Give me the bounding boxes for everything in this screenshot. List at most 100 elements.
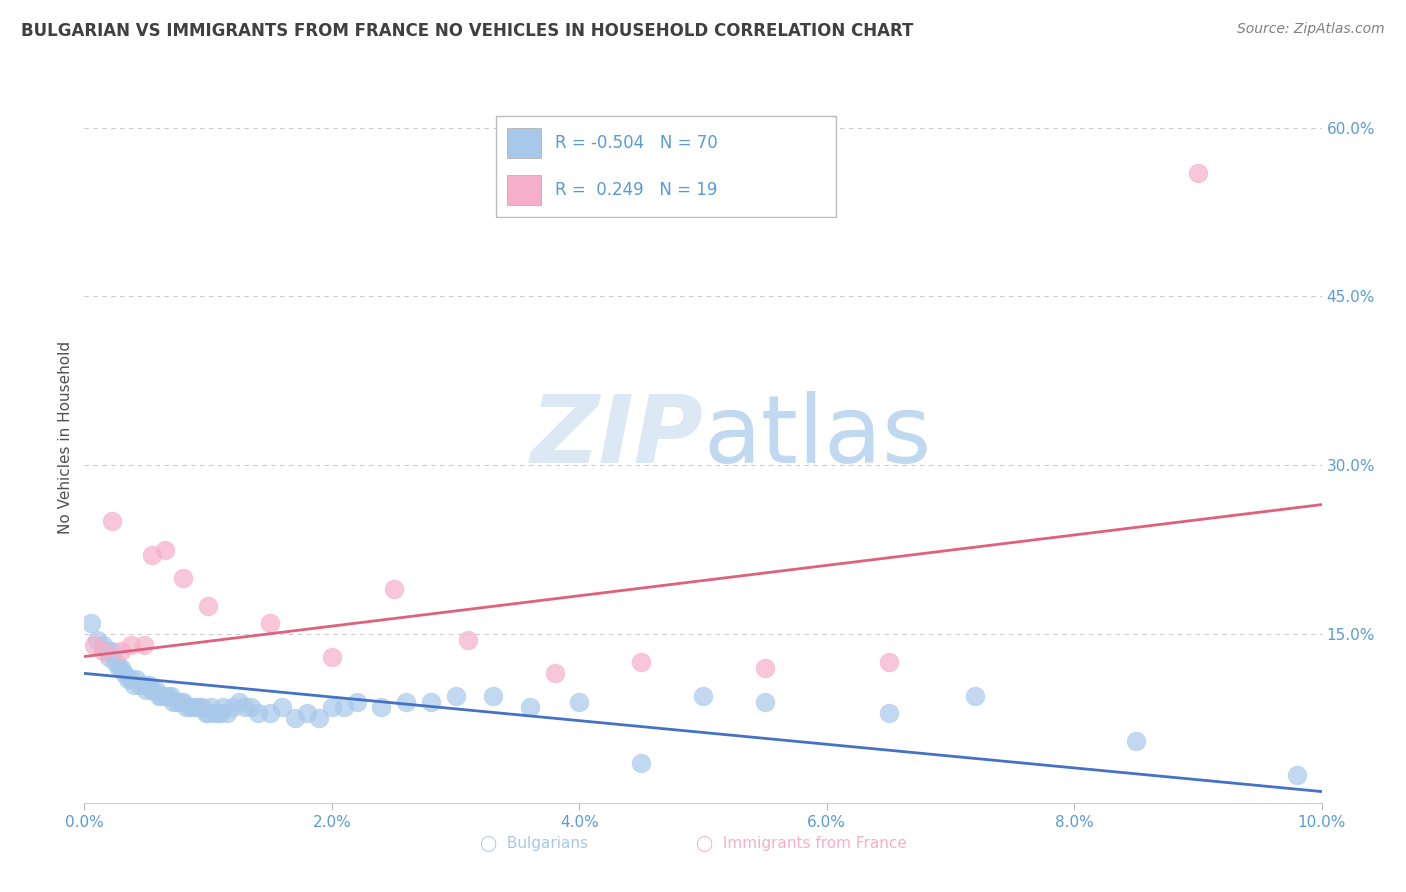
Point xyxy=(259,706,281,720)
Point xyxy=(91,638,114,652)
Point xyxy=(187,700,209,714)
Point xyxy=(132,638,155,652)
Point xyxy=(132,678,155,692)
Point xyxy=(98,649,121,664)
Point xyxy=(135,683,157,698)
Point xyxy=(108,661,131,675)
Point xyxy=(209,706,232,720)
Point xyxy=(543,666,565,681)
Point xyxy=(222,700,245,714)
Point xyxy=(96,644,118,658)
Point xyxy=(86,632,108,647)
Point xyxy=(184,700,207,714)
Text: R =  0.249   N = 19: R = 0.249 N = 19 xyxy=(555,181,717,199)
Point xyxy=(129,678,152,692)
Point xyxy=(395,694,418,708)
Point xyxy=(382,582,405,596)
Point xyxy=(692,689,714,703)
Point xyxy=(370,700,392,714)
Text: ◯  Bulgarians: ◯ Bulgarians xyxy=(481,835,588,851)
Point xyxy=(79,615,101,630)
Point xyxy=(172,694,194,708)
Point xyxy=(153,689,176,703)
Point xyxy=(100,515,122,529)
Point xyxy=(630,756,652,771)
Point xyxy=(295,706,318,720)
Point xyxy=(141,548,163,562)
Text: ◯  Immigrants from France: ◯ Immigrants from France xyxy=(696,835,907,851)
Point xyxy=(259,615,281,630)
Point xyxy=(202,706,225,720)
FancyBboxPatch shape xyxy=(506,175,541,205)
Point xyxy=(246,706,269,720)
Point xyxy=(110,661,132,675)
Point xyxy=(308,711,330,725)
Point xyxy=(284,711,307,725)
FancyBboxPatch shape xyxy=(496,116,835,217)
Point xyxy=(166,694,188,708)
Point xyxy=(91,644,114,658)
Point xyxy=(197,599,219,613)
FancyBboxPatch shape xyxy=(506,128,541,158)
Point xyxy=(271,700,294,714)
Text: BULGARIAN VS IMMIGRANTS FROM FRANCE NO VEHICLES IN HOUSEHOLD CORRELATION CHART: BULGARIAN VS IMMIGRANTS FROM FRANCE NO V… xyxy=(21,22,914,40)
Point xyxy=(481,689,503,703)
Point xyxy=(754,694,776,708)
Point xyxy=(228,694,250,708)
Point xyxy=(148,689,170,703)
Point xyxy=(240,700,263,714)
Point xyxy=(1125,734,1147,748)
Point xyxy=(568,694,591,708)
Point xyxy=(233,700,256,714)
Point xyxy=(457,632,479,647)
Point xyxy=(212,700,235,714)
Point xyxy=(444,689,467,703)
Point xyxy=(122,678,145,692)
Point xyxy=(965,689,987,703)
Point xyxy=(174,700,197,714)
Text: atlas: atlas xyxy=(703,391,931,483)
Text: ZIP: ZIP xyxy=(530,391,703,483)
Point xyxy=(1187,166,1209,180)
Point xyxy=(141,683,163,698)
Point xyxy=(125,672,148,686)
Point xyxy=(112,666,135,681)
Point xyxy=(321,649,343,664)
Point xyxy=(110,644,132,658)
Point xyxy=(117,672,139,686)
Point xyxy=(877,655,900,669)
Point xyxy=(160,689,183,703)
Point xyxy=(157,689,180,703)
Point xyxy=(207,706,229,720)
Point xyxy=(104,655,127,669)
Text: Source: ZipAtlas.com: Source: ZipAtlas.com xyxy=(1237,22,1385,37)
Point xyxy=(191,700,214,714)
Text: R = -0.504   N = 70: R = -0.504 N = 70 xyxy=(555,134,718,152)
Point xyxy=(162,694,184,708)
Point xyxy=(754,661,776,675)
Point xyxy=(181,700,204,714)
Point xyxy=(83,638,105,652)
Point xyxy=(153,542,176,557)
Point xyxy=(1285,767,1308,781)
Point xyxy=(200,700,222,714)
Point xyxy=(194,706,217,720)
Point xyxy=(519,700,541,714)
Point xyxy=(321,700,343,714)
Y-axis label: No Vehicles in Household: No Vehicles in Household xyxy=(58,341,73,533)
Point xyxy=(179,700,201,714)
Point xyxy=(150,689,173,703)
Point xyxy=(630,655,652,669)
Point xyxy=(346,694,368,708)
Point xyxy=(197,706,219,720)
Point xyxy=(120,672,142,686)
Point xyxy=(419,694,441,708)
Point xyxy=(100,644,122,658)
Point xyxy=(333,700,356,714)
Point xyxy=(138,678,160,692)
Point xyxy=(120,638,142,652)
Point xyxy=(172,571,194,585)
Point xyxy=(877,706,900,720)
Point xyxy=(145,683,167,698)
Point xyxy=(215,706,238,720)
